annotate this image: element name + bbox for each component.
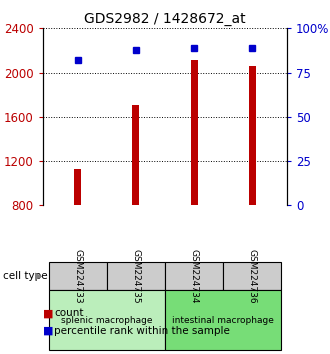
Text: intestinal macrophage: intestinal macrophage bbox=[172, 316, 274, 325]
Text: ■: ■ bbox=[43, 308, 53, 318]
Bar bbox=[132, 105, 139, 205]
Text: ▶: ▶ bbox=[35, 271, 42, 281]
Bar bbox=[74, 169, 81, 205]
Text: count: count bbox=[54, 308, 84, 318]
Text: splenic macrophage: splenic macrophage bbox=[61, 316, 152, 325]
Text: ■: ■ bbox=[43, 326, 53, 336]
Title: GDS2982 / 1428672_at: GDS2982 / 1428672_at bbox=[84, 12, 246, 26]
Text: cell type: cell type bbox=[3, 271, 48, 281]
Text: GSM224734: GSM224734 bbox=[189, 249, 199, 303]
Text: GSM224736: GSM224736 bbox=[248, 249, 257, 303]
Bar bbox=[191, 61, 198, 205]
Text: GSM224733: GSM224733 bbox=[73, 249, 82, 303]
Text: GSM224735: GSM224735 bbox=[131, 249, 141, 303]
Text: percentile rank within the sample: percentile rank within the sample bbox=[54, 326, 230, 336]
Bar bbox=[249, 66, 256, 205]
